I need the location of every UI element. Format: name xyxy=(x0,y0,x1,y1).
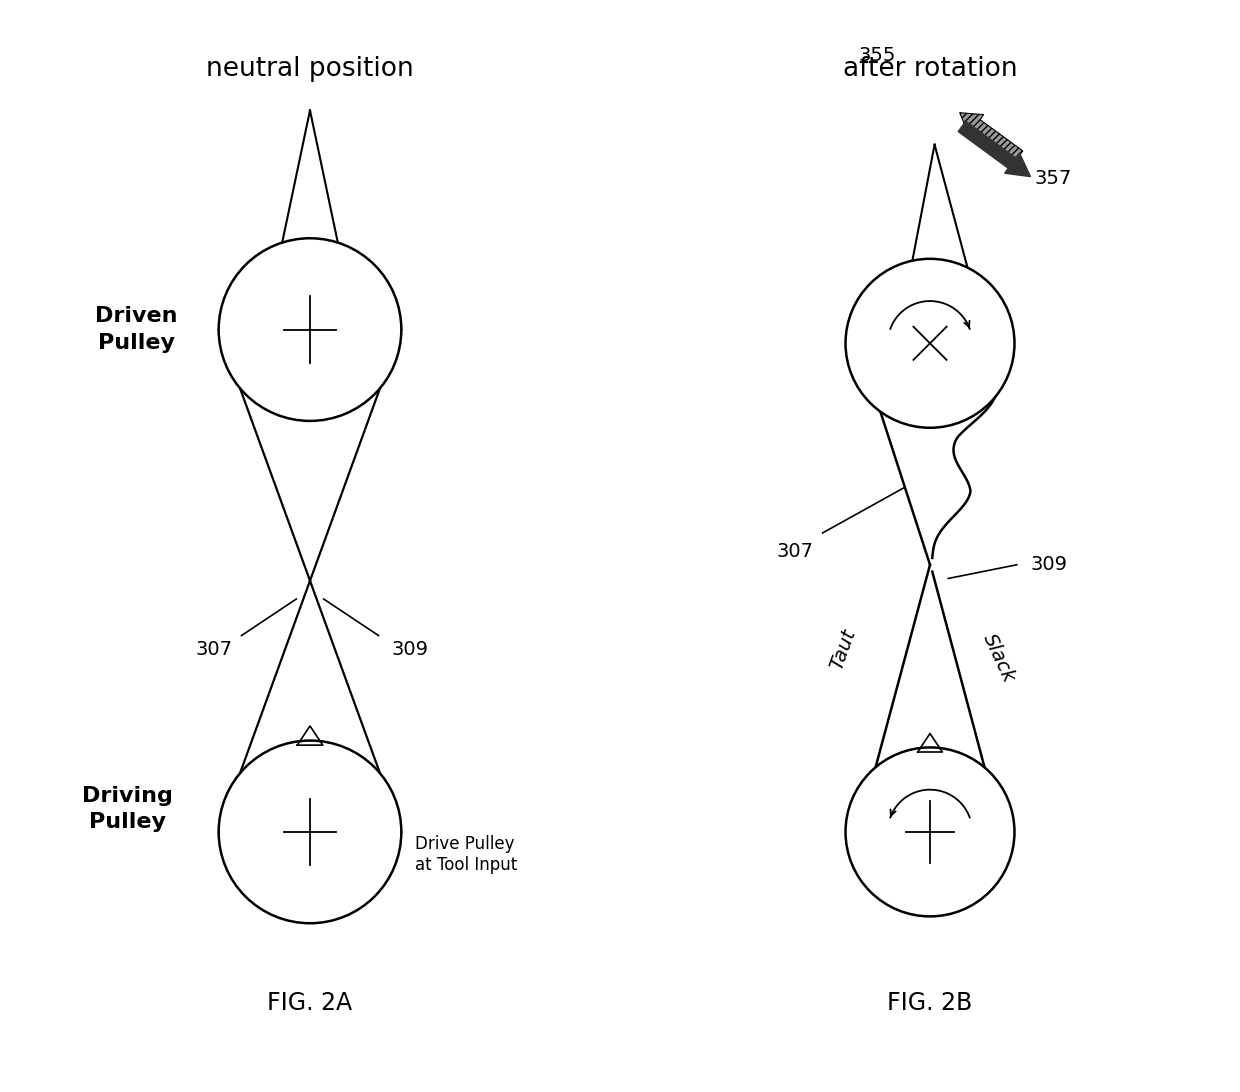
Text: Slack: Slack xyxy=(978,631,1018,686)
Circle shape xyxy=(846,259,1014,428)
Text: Drive Pulley
at Tool Input: Drive Pulley at Tool Input xyxy=(415,835,517,874)
Text: 309: 309 xyxy=(392,640,429,660)
Text: 309: 309 xyxy=(1030,555,1068,574)
FancyArrow shape xyxy=(959,121,1030,177)
Text: after rotation: after rotation xyxy=(843,56,1017,82)
Circle shape xyxy=(218,740,402,923)
Circle shape xyxy=(846,747,1014,916)
Text: 357: 357 xyxy=(1034,169,1071,189)
Text: 307: 307 xyxy=(196,640,233,660)
FancyArrow shape xyxy=(960,112,1023,162)
Circle shape xyxy=(218,238,402,420)
Text: Driven
Pulley: Driven Pulley xyxy=(95,307,177,353)
Text: FIG. 2B: FIG. 2B xyxy=(888,990,972,1014)
Text: 307: 307 xyxy=(776,542,813,561)
Text: FIG. 2A: FIG. 2A xyxy=(268,990,352,1014)
Text: Driving
Pulley: Driving Pulley xyxy=(82,786,172,832)
Text: 355: 355 xyxy=(859,46,897,64)
Text: Taut: Taut xyxy=(827,627,859,673)
Text: neutral position: neutral position xyxy=(206,56,414,82)
